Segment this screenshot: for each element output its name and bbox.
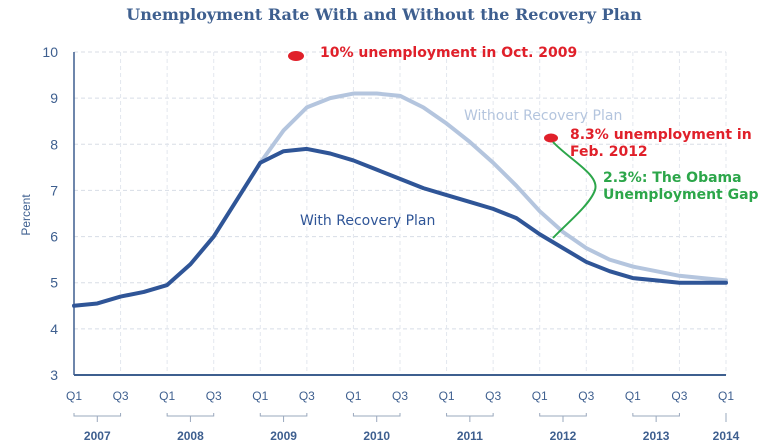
- annotation-oct-2009: 10% unemployment in Oct. 2009: [320, 45, 577, 61]
- x-tick-label: Q1: [252, 389, 268, 403]
- annotation-marker-oct-2009: [288, 51, 304, 61]
- year-bracket: [446, 413, 494, 422]
- x-tick-label: Q1: [159, 389, 175, 403]
- y-tick-label: 3: [50, 367, 58, 383]
- grid: [74, 51, 727, 375]
- y-tick-label: 5: [50, 275, 58, 291]
- year-label: 2011: [457, 429, 483, 443]
- y-tick-label: 6: [50, 229, 58, 245]
- year-label: 2012: [550, 429, 577, 443]
- x-tick-label: Q3: [485, 389, 501, 403]
- axes: 3 4 5 6 7 8 9 10 Q1 Q3 Q1 Q3 Q1 Q3 Q1 Q3 Q1 Q3 Q1 Q3 Q1 Q3 Q1 2…: [42, 44, 739, 443]
- series-group: [72, 91, 728, 308]
- annotation-feb-2012-line1: 8.3% unemployment in: [570, 127, 752, 143]
- x-tick-label: Q3: [671, 389, 687, 403]
- year-bracket: [73, 413, 122, 422]
- year-label: 2007: [84, 429, 111, 443]
- x-tick-label: Q1: [439, 389, 455, 403]
- year-label: 2008: [177, 429, 204, 443]
- year-bracket: [166, 413, 215, 422]
- year-bracket: [259, 413, 308, 422]
- chart-title: Unemployment Rate With and Without the R…: [126, 5, 642, 24]
- year-label: 2009: [270, 429, 297, 443]
- y-tick-label: 8: [50, 136, 58, 152]
- annotation-feb-2012-line2: Feb. 2012: [570, 144, 648, 160]
- x-tick-label: Q1: [66, 389, 82, 403]
- series-line-with-recovery-plan: [72, 146, 728, 308]
- year-bracket: [352, 413, 401, 422]
- annotation-gap-line1: 2.3%: The Obama: [603, 170, 742, 186]
- x-tick-label: Q3: [578, 389, 594, 403]
- y-tick-label: 7: [50, 182, 58, 198]
- series-label-without: Without Recovery Plan: [464, 108, 622, 124]
- x-tick-label: Q1: [345, 389, 361, 403]
- year-label: 2013: [643, 429, 670, 443]
- y-tick-label: 4: [50, 321, 58, 337]
- y-tick-label: 10: [42, 44, 58, 60]
- gap-bracket: [552, 141, 597, 239]
- annotation-marker-feb-2012: [544, 133, 558, 143]
- annotation-gap-line2: Unemployment Gap: [603, 187, 759, 203]
- year-bracket: [539, 413, 587, 422]
- y-axis-label: Percent: [19, 194, 33, 236]
- y-tick-label: 9: [50, 90, 58, 106]
- year-label: 2010: [363, 429, 390, 443]
- series-label-with: With Recovery Plan: [300, 213, 435, 229]
- x-tick-label: Q3: [206, 389, 222, 403]
- x-tick-label: Q1: [718, 389, 734, 403]
- x-tick-label: Q3: [392, 389, 408, 403]
- x-tick-label: Q1: [625, 389, 641, 403]
- year-bracket: [632, 413, 680, 422]
- x-tick-label: Q3: [299, 389, 315, 403]
- x-tick-label: Q1: [532, 389, 548, 403]
- series-line-without-recovery-plan: [258, 91, 728, 283]
- year-label: 2014: [713, 429, 740, 443]
- x-tick-label: Q3: [113, 389, 129, 403]
